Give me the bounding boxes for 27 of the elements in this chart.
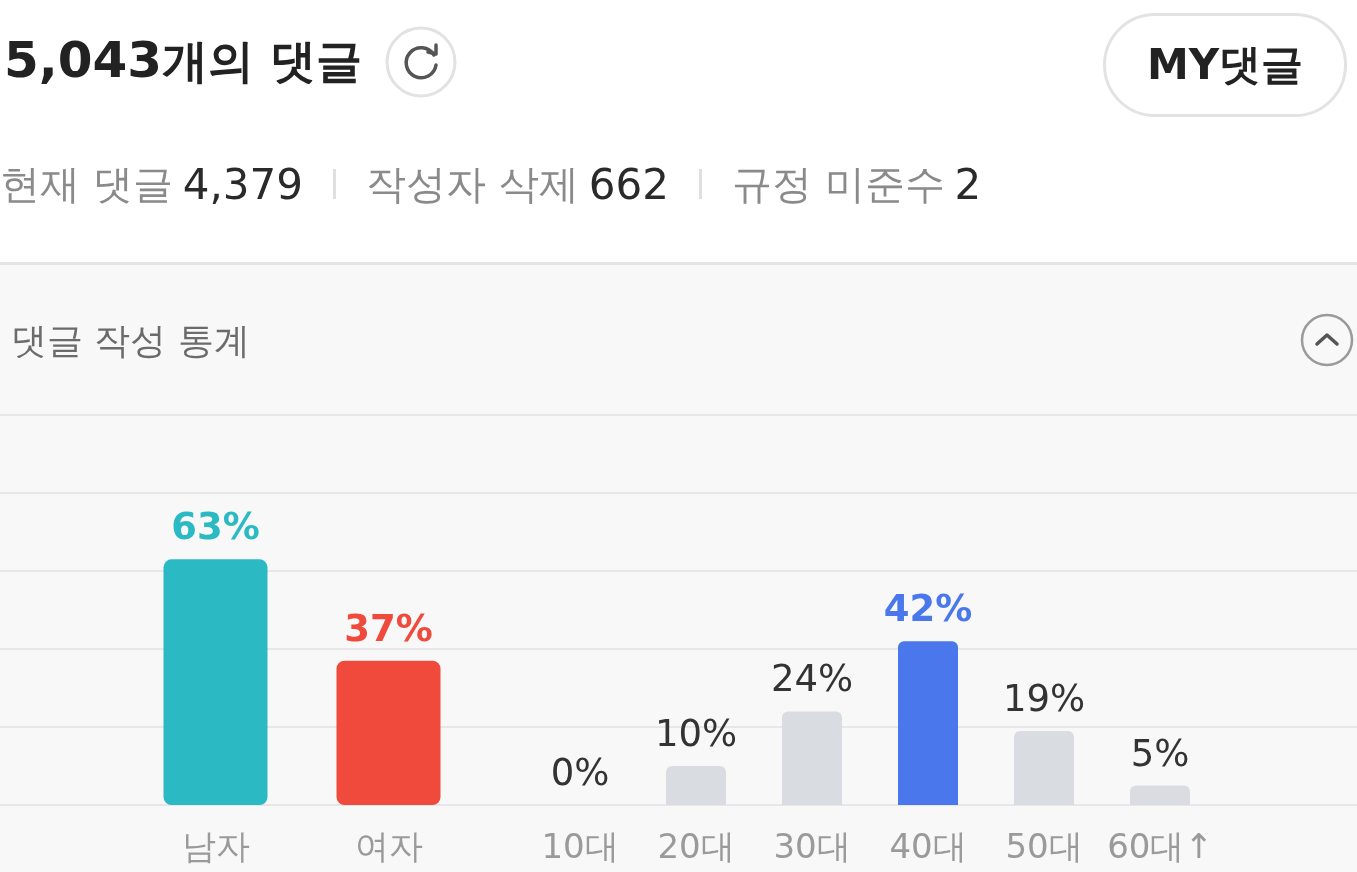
x-tick-label: 50대 (1005, 826, 1083, 866)
text: 현재 댓글 4,379 (0, 158, 303, 211)
data-label: 10% (654, 712, 738, 755)
data-label: 42% (883, 587, 973, 631)
x-tick-label: 여자 (354, 826, 423, 866)
data-label: 63% (171, 505, 260, 549)
data-label: 37% (344, 606, 433, 650)
x-tick-label: 60대↑ (1107, 826, 1213, 866)
x-tick-label: 20대 (657, 826, 735, 866)
data-label: 5% (1130, 731, 1190, 775)
button: MY댓글 (1103, 13, 1347, 117)
x-tick-label: 남자 (181, 826, 250, 866)
chart-title: 댓글 작성 통계 (11, 319, 250, 361)
bar (1130, 785, 1190, 805)
data-label: 24% (770, 657, 854, 701)
x-tick-label: 30대 (773, 826, 851, 866)
data-label: 0% (550, 751, 610, 794)
text: 5,043개의 댓글 (4, 31, 363, 91)
text: 작성자 삭제 662 (365, 158, 669, 211)
x-tick-label: 40대 (889, 826, 967, 866)
x-tick-label: 10대 (541, 826, 619, 866)
bar (666, 766, 726, 805)
text: 규정 미준수 2 (731, 158, 982, 211)
bar (1014, 730, 1074, 805)
bar (782, 711, 842, 805)
bar (898, 641, 958, 805)
data-label: 19% (1002, 676, 1086, 720)
